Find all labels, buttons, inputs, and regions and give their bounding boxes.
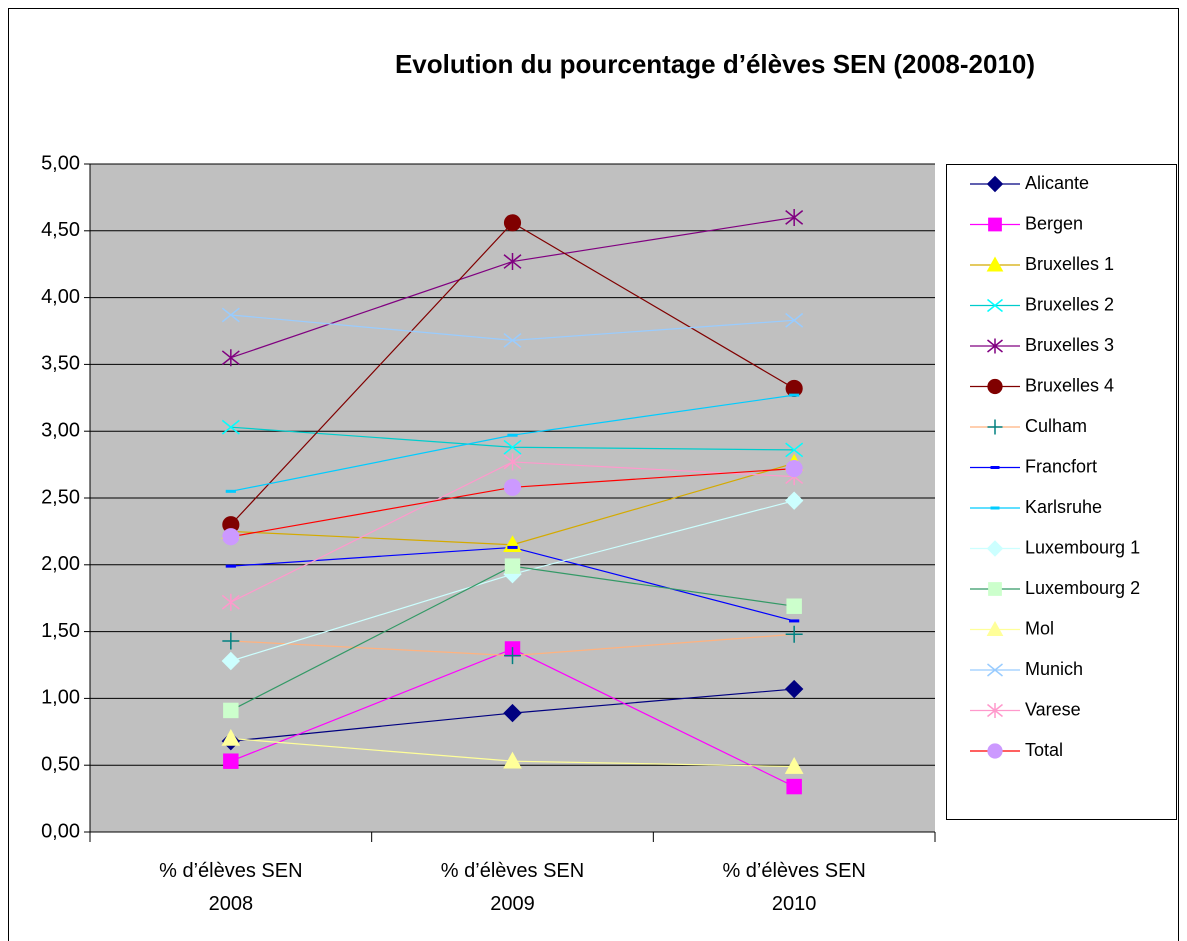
marker xyxy=(222,632,240,650)
legend-marker xyxy=(986,620,1004,636)
y-tick-label: 0,00 xyxy=(41,820,80,842)
legend-label: Karlsruhe xyxy=(1025,497,1102,517)
legend-label: Bruxelles 2 xyxy=(1025,294,1114,314)
legend-label: Luxembourg 2 xyxy=(1025,578,1140,598)
legend-marker xyxy=(986,256,1004,272)
legend-label: Alicante xyxy=(1025,173,1089,193)
marker xyxy=(221,419,240,435)
legend-label: Munich xyxy=(1025,659,1083,679)
marker xyxy=(222,528,240,546)
chart-title: Evolution du pourcentage d’élèves SEN (2… xyxy=(395,49,1035,79)
y-tick-label: 3,00 xyxy=(41,419,80,441)
y-tick-label: 2,00 xyxy=(41,553,80,575)
legend-label: Bruxelles 3 xyxy=(1025,335,1114,355)
y-tick-label: 2,50 xyxy=(41,486,80,508)
legend-marker xyxy=(987,298,1003,313)
legend-marker xyxy=(986,175,1004,193)
legend-marker xyxy=(987,378,1003,395)
y-tick-label: 4,50 xyxy=(41,219,80,241)
marker xyxy=(785,442,804,458)
marker xyxy=(221,349,240,367)
y-tick-label: 5,00 xyxy=(41,152,80,174)
legend-label: Culham xyxy=(1025,416,1087,436)
legend-label: Bruxelles 1 xyxy=(1025,254,1114,274)
marker xyxy=(223,753,239,769)
y-tick-label: 0,50 xyxy=(41,753,80,775)
legend-label: Varese xyxy=(1025,699,1081,719)
marker xyxy=(503,751,522,769)
marker xyxy=(503,453,522,471)
marker xyxy=(504,647,521,665)
marker xyxy=(503,214,522,232)
marker xyxy=(785,312,804,328)
legend-marker xyxy=(988,217,1002,232)
legend-marker xyxy=(987,663,1003,677)
marker xyxy=(785,460,803,478)
marker xyxy=(503,439,522,455)
legend-marker xyxy=(987,703,1003,718)
marker xyxy=(223,702,239,719)
legend-marker xyxy=(986,540,1004,557)
legend-marker xyxy=(987,419,1003,435)
legend-label: Mol xyxy=(1025,618,1054,638)
x-tick-label: % d’élèves SEN 2009 xyxy=(440,860,585,915)
marker xyxy=(784,757,804,774)
legend-label: Bruxelles 4 xyxy=(1025,375,1114,395)
legend-label: Bergen xyxy=(1025,213,1083,233)
marker xyxy=(784,491,804,510)
legend-label: Francfort xyxy=(1025,456,1097,476)
marker xyxy=(503,253,522,271)
y-tick-label: 4,00 xyxy=(41,286,80,308)
marker xyxy=(785,208,804,226)
legend-marker xyxy=(987,743,1003,759)
x-tick-label: % d’élèves SEN 2010 xyxy=(722,860,866,915)
marker xyxy=(786,598,802,614)
marker xyxy=(785,625,803,643)
marker xyxy=(221,728,241,746)
marker xyxy=(786,778,802,795)
y-tick-label: 1,50 xyxy=(41,620,80,642)
marker xyxy=(221,593,240,611)
marker xyxy=(503,478,522,496)
marker xyxy=(503,703,522,723)
legend-marker xyxy=(988,582,1002,596)
legend-marker xyxy=(987,338,1003,354)
marker xyxy=(221,651,241,671)
legend-label: Luxembourg 1 xyxy=(1025,537,1140,557)
legend-label: Total xyxy=(1025,740,1063,760)
x-tick-label: % d’élèves SEN 2008 xyxy=(159,860,303,915)
marker xyxy=(504,558,521,574)
y-tick-label: 3,50 xyxy=(41,353,80,375)
marker xyxy=(784,679,804,699)
y-tick-label: 1,00 xyxy=(41,687,80,709)
marker xyxy=(221,307,240,323)
marker xyxy=(503,332,522,348)
